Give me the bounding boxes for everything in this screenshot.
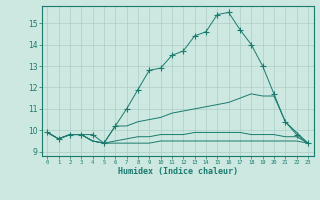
X-axis label: Humidex (Indice chaleur): Humidex (Indice chaleur) — [118, 167, 237, 176]
